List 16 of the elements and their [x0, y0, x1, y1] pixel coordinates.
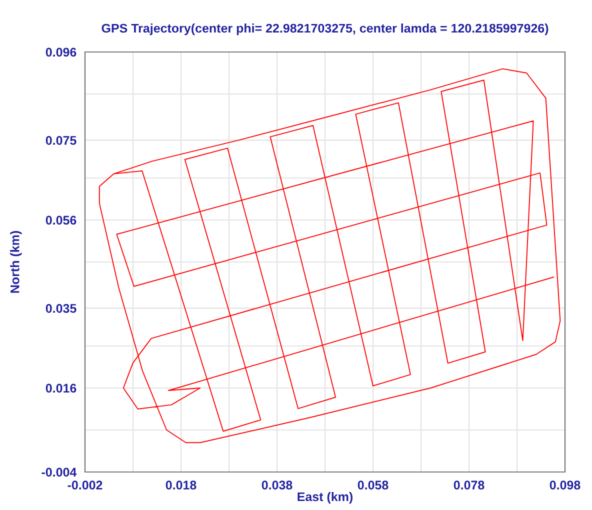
chart-title: GPS Trajectory(center phi= 22.9821703275, center lamda = 120.2185997926) [102, 23, 548, 36]
y-tick-label: 0.016 [46, 384, 76, 393]
y-tick-label: -0.004 [42, 468, 77, 477]
x-tick-label: 0.098 [550, 480, 580, 490]
y-tick-label: 0.056 [46, 216, 76, 225]
line-series [98, 68, 561, 444]
x-axis-title: East (km) [298, 492, 353, 504]
y-tick-label: 0.035 [46, 304, 76, 313]
y-tick-label: 0.096 [46, 48, 76, 57]
x-tick-label: 0.058 [358, 480, 388, 490]
y-axis-title: North (km) [10, 231, 22, 293]
x-tick-label: 0.038 [262, 480, 292, 490]
x-tick-label: 0.018 [166, 480, 196, 490]
x-tick-label: -0.002 [68, 480, 102, 490]
y-tick-label: 0.075 [46, 136, 76, 145]
x-tick-label: 0.078 [454, 480, 484, 490]
